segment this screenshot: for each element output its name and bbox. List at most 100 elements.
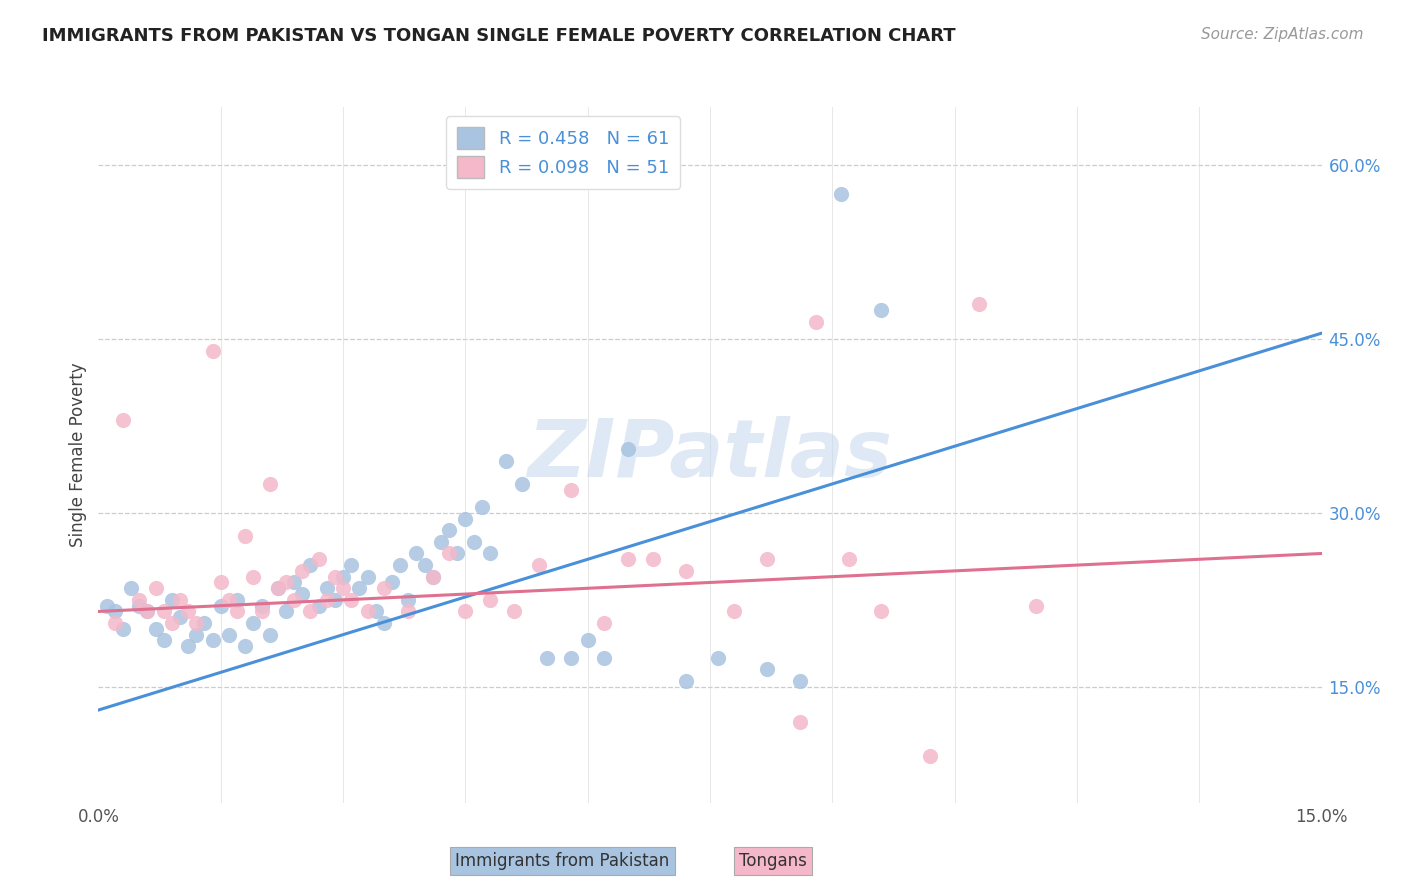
Point [838, 552, 860, 566]
Point [169, 592, 191, 607]
Point [332, 582, 354, 596]
Point [512, 476, 534, 491]
Point [396, 605, 419, 619]
Point [967, 297, 990, 311]
Point [381, 575, 404, 590]
Point [356, 605, 378, 619]
Point [413, 558, 436, 573]
Point [405, 546, 427, 561]
Point [218, 628, 240, 642]
Point [299, 605, 322, 619]
Point [145, 582, 167, 596]
Point [560, 483, 582, 497]
Point [267, 582, 290, 596]
Point [274, 575, 297, 590]
Point [373, 615, 395, 630]
Point [804, 314, 827, 328]
Point [364, 605, 387, 619]
Point [209, 575, 232, 590]
Point [756, 662, 779, 676]
Point [186, 615, 208, 630]
Point [437, 546, 460, 561]
Point [120, 582, 142, 596]
Point [503, 605, 526, 619]
Point [870, 302, 893, 317]
Point [145, 622, 167, 636]
Point [446, 546, 468, 561]
Point [250, 599, 273, 613]
Point [560, 651, 582, 665]
Point [226, 605, 249, 619]
Point [920, 749, 942, 764]
Point [169, 610, 191, 624]
Point [675, 674, 697, 689]
Point [323, 570, 346, 584]
Point [111, 413, 134, 427]
Point [1025, 599, 1047, 613]
Text: Immigrants from Pakistan: Immigrants from Pakistan [456, 852, 669, 870]
Point [259, 476, 281, 491]
Point [576, 633, 599, 648]
Point [315, 592, 337, 607]
Point [536, 651, 558, 665]
Point [291, 587, 314, 601]
Point [478, 592, 501, 607]
Point [218, 592, 240, 607]
Point [283, 592, 305, 607]
Text: Source: ZipAtlas.com: Source: ZipAtlas.com [1201, 27, 1364, 42]
Point [437, 523, 460, 537]
Point [641, 552, 664, 566]
Point [242, 570, 264, 584]
Legend: R = 0.458   N = 61, R = 0.098   N = 51: R = 0.458 N = 61, R = 0.098 N = 51 [447, 116, 681, 189]
Point [495, 453, 517, 467]
Point [723, 605, 745, 619]
Point [111, 622, 134, 636]
Point [617, 442, 640, 456]
Point [332, 570, 354, 584]
Point [870, 605, 893, 619]
Point [128, 599, 150, 613]
Point [283, 575, 305, 590]
Point [356, 570, 378, 584]
Point [299, 558, 322, 573]
Point [177, 639, 200, 653]
Point [389, 558, 412, 573]
Point [373, 582, 395, 596]
Point [463, 534, 485, 549]
Point [617, 552, 640, 566]
Point [422, 570, 444, 584]
Point [177, 605, 200, 619]
Text: ZIPatlas: ZIPatlas [527, 416, 893, 494]
Point [454, 605, 477, 619]
Point [527, 558, 550, 573]
Point [422, 570, 444, 584]
Point [201, 343, 224, 358]
Point [340, 558, 363, 573]
Point [323, 592, 346, 607]
Point [104, 605, 127, 619]
Point [128, 592, 150, 607]
Point [789, 674, 811, 689]
Point [308, 599, 330, 613]
Point [136, 605, 159, 619]
Point [160, 615, 183, 630]
Point [396, 592, 419, 607]
Point [152, 633, 174, 648]
Point [96, 599, 118, 613]
Point [707, 651, 730, 665]
Point [315, 582, 337, 596]
Point [136, 605, 159, 619]
Point [152, 605, 174, 619]
Point [104, 615, 127, 630]
Point [308, 552, 330, 566]
Point [209, 599, 232, 613]
Point [454, 511, 477, 525]
Point [593, 615, 616, 630]
Point [274, 605, 297, 619]
Point [186, 628, 208, 642]
Point [259, 628, 281, 642]
Point [789, 714, 811, 729]
Point [201, 633, 224, 648]
Point [233, 529, 256, 543]
Point [675, 564, 697, 578]
